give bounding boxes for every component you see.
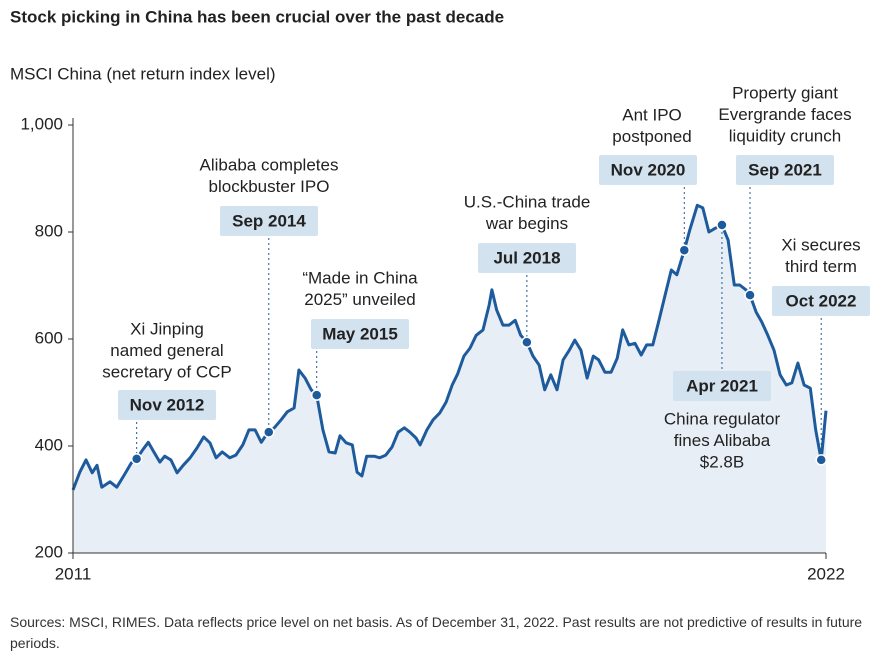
x-tick-label: 2011: [55, 564, 92, 583]
footnote: Sources: MSCI, RIMES. Data reflects pric…: [10, 614, 863, 651]
date-label: Apr 2021: [686, 376, 758, 395]
date-box: [478, 243, 576, 273]
y-tick-label: 800: [35, 221, 63, 240]
annotation-text: Property giant: [732, 83, 838, 102]
date-box: [673, 371, 771, 401]
date-box: [220, 206, 318, 236]
annotation-text: fines Alibaba: [674, 431, 771, 450]
date-box: [599, 155, 697, 185]
x-tick-label: 2022: [807, 564, 845, 583]
annotation-text: 2025” unveiled: [304, 290, 416, 309]
event-dot: [716, 219, 728, 231]
y-tick-label: 1,000: [20, 114, 63, 133]
annotation-text: Evergrande faces: [718, 105, 851, 124]
annotation-text: liquidity crunch: [729, 126, 841, 145]
date-label: Jul 2018: [493, 248, 560, 267]
annotation-text: U.S.-China trade: [464, 192, 591, 211]
annotation-text: named general: [110, 341, 223, 360]
date-label: Sep 2014: [232, 211, 306, 230]
annotation-text: “Made in China: [302, 268, 418, 287]
annotation-text: Ant IPO: [622, 105, 682, 124]
annotation-text: $2.8B: [700, 452, 744, 471]
date-box: [311, 319, 409, 349]
line: [71, 203, 828, 491]
y-tick-label: 200: [35, 542, 63, 561]
event-dot: [521, 336, 533, 348]
annotation-text: China regulator: [664, 409, 781, 428]
annotation-text: Alibaba completes: [200, 155, 339, 174]
chart-subtitle: MSCI China (net return index level): [10, 64, 276, 83]
annotation-text: Xi Jinping: [130, 319, 204, 338]
date-label: Sep 2021: [748, 160, 822, 179]
date-label: May 2015: [322, 324, 398, 343]
annotation-text: Xi secures: [781, 235, 860, 254]
annotation-text: third term: [785, 257, 857, 276]
date-box: [118, 390, 216, 420]
event-dot: [263, 426, 275, 438]
date-box: [736, 155, 834, 185]
event-dot: [744, 289, 756, 301]
chart-title: Stock picking in China has been crucial …: [10, 7, 504, 26]
date-label: Oct 2022: [786, 291, 857, 310]
annotation-text: war begins: [485, 214, 568, 233]
annotation-text: secretary of CCP: [102, 362, 231, 381]
event-dot: [678, 244, 691, 256]
annotation-text: postponed: [612, 127, 691, 146]
date-label: Nov 2020: [611, 160, 686, 179]
annotation-text: blockbuster IPO: [209, 177, 330, 196]
event-dot: [130, 453, 143, 465]
area-fill: [73, 205, 826, 554]
y-tick-label: 600: [35, 328, 63, 347]
date-label: Nov 2012: [130, 395, 205, 414]
date-box: [772, 286, 870, 316]
event-dot: [815, 454, 827, 466]
y-tick-label: 400: [35, 435, 63, 454]
event-dot: [310, 389, 323, 401]
